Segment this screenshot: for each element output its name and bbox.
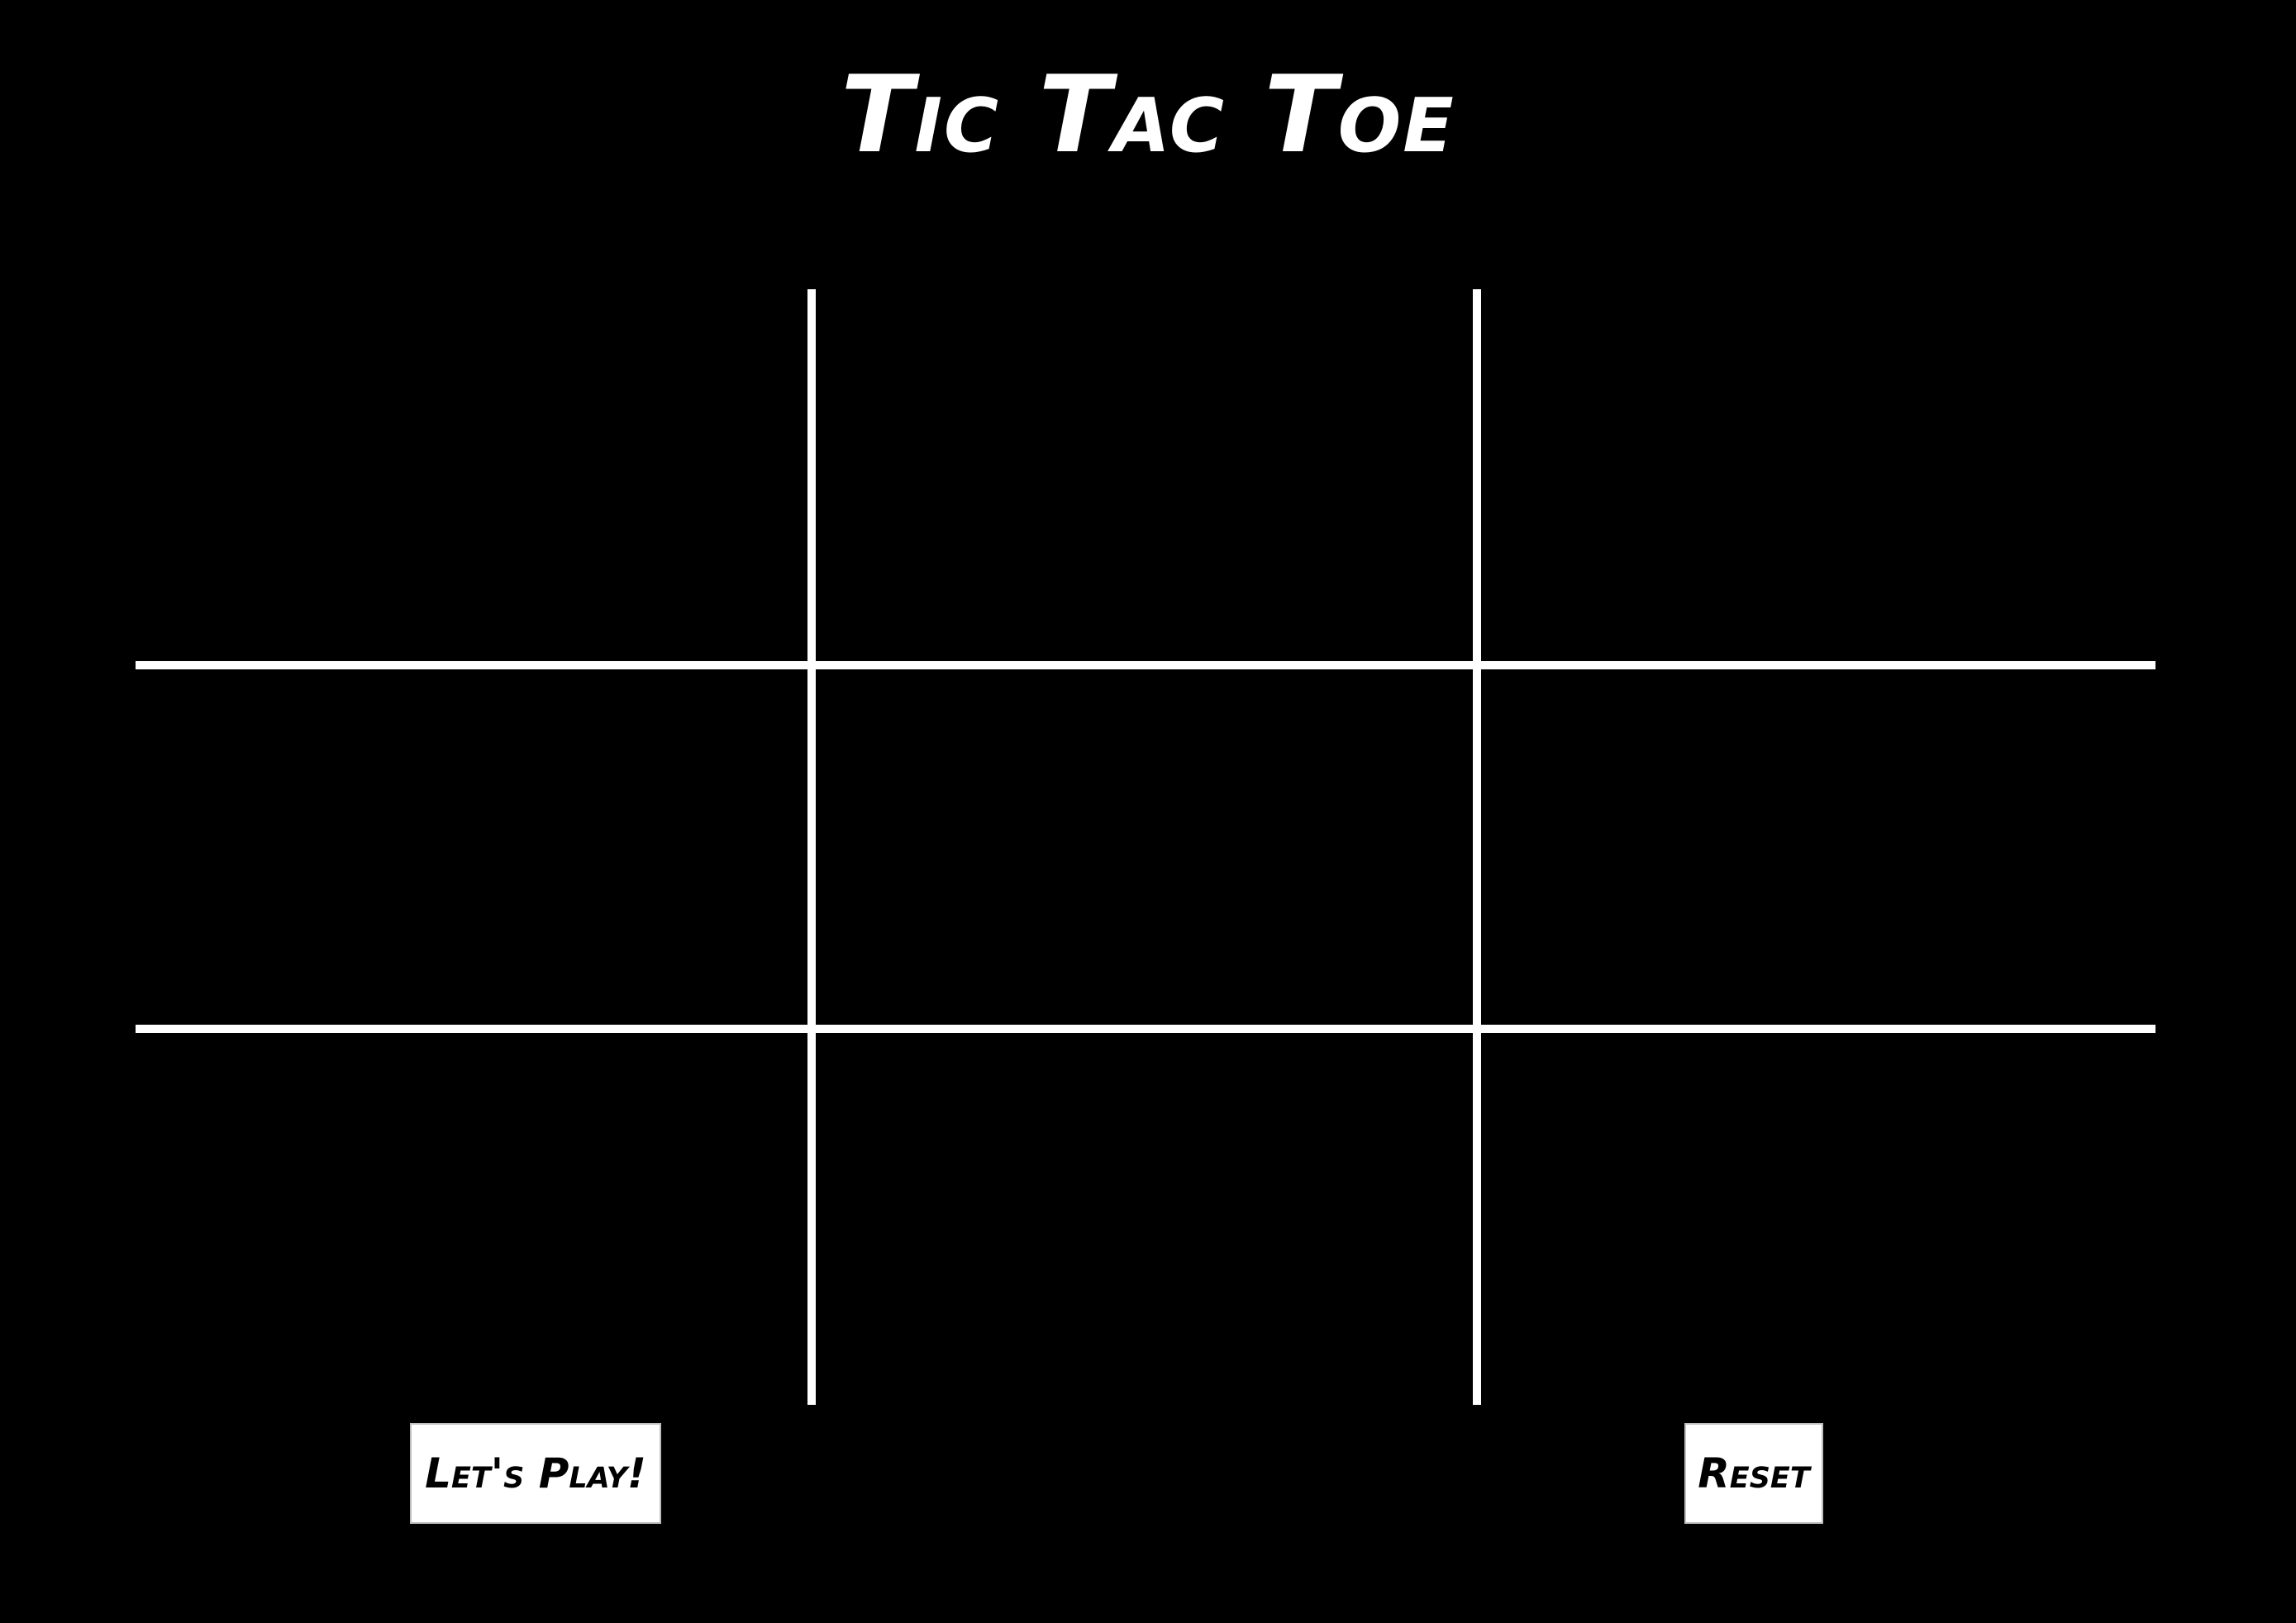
lets-play-button[interactable]: Let's Play! <box>410 1423 661 1524</box>
board-cell-6[interactable] <box>1476 669 2155 1025</box>
grid-line-horizontal-bottom <box>136 1025 2155 1033</box>
board-cell-9[interactable] <box>1476 1033 2155 1405</box>
board-cell-1[interactable] <box>136 289 802 661</box>
tic-tac-toe-board <box>136 289 2155 1405</box>
board-cell-2[interactable] <box>810 289 1468 661</box>
board-cell-4[interactable] <box>136 669 802 1025</box>
board-cell-5[interactable] <box>810 669 1468 1025</box>
board-cell-7[interactable] <box>136 1033 802 1405</box>
board-cell-8[interactable] <box>810 1033 1468 1405</box>
game-title: Tic Tac Toe <box>841 54 1455 177</box>
grid-line-horizontal-top <box>136 661 2155 669</box>
grid-line-vertical-left <box>807 289 816 1405</box>
reset-button[interactable]: Reset <box>1684 1423 1823 1524</box>
grid-line-vertical-right <box>1473 289 1481 1405</box>
board-cell-3[interactable] <box>1476 289 2155 661</box>
